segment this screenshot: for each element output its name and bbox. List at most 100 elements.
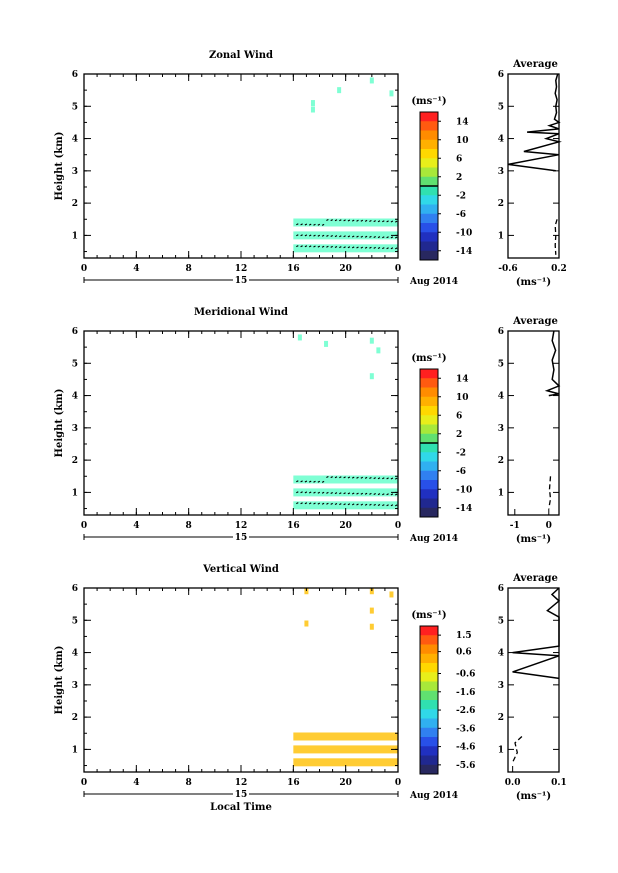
average-profile-low: [512, 736, 523, 763]
day-label-bg: [233, 275, 249, 285]
y-tick-label: 2: [72, 456, 78, 466]
data-band: [293, 218, 398, 227]
colorbar-tick-label: -10: [456, 228, 472, 238]
data-band: [293, 244, 398, 253]
colorbar-swatch: [420, 480, 438, 490]
colorbar-swatch: [420, 121, 438, 131]
colorbar-swatch: [420, 626, 438, 636]
colorbar-swatch: [420, 498, 438, 509]
data-band: [293, 231, 398, 240]
data-band: [293, 758, 398, 767]
average-y-tick-label: 3: [498, 424, 504, 434]
colorbar-tick-label: 2: [456, 430, 462, 440]
data-speck: [389, 591, 394, 598]
colorbar-swatch: [420, 250, 438, 261]
colorbar-swatch: [420, 415, 438, 425]
colorbar-swatch: [420, 746, 438, 756]
x-tick-label: 8: [186, 778, 192, 788]
colorbar-swatch: [420, 158, 438, 168]
data-band: [293, 488, 398, 497]
data-speck: [369, 607, 374, 614]
average-y-tick-label: 3: [498, 167, 504, 177]
x-tick-label: 4: [133, 521, 139, 531]
colorbar-tick-label: -2: [456, 448, 466, 458]
band-texture: [296, 245, 398, 250]
colorbar-swatch: [420, 507, 438, 518]
colorbar-swatch: [420, 223, 438, 233]
y-tick-label: 1: [72, 231, 78, 241]
colorbar-tick-label: 0.6: [456, 648, 472, 658]
colorbar-swatch: [420, 204, 438, 215]
colorbar-swatch: [420, 167, 438, 178]
x-tick-label: 0: [81, 264, 87, 274]
y-tick-label: 2: [72, 713, 78, 723]
x-tick-label: 12: [235, 778, 248, 788]
day-label: 15: [235, 276, 248, 286]
y-tick-label: 5: [72, 616, 78, 626]
colorbar-swatch: [420, 213, 438, 224]
plot-frame: [83, 587, 399, 773]
colorbar-swatch: [420, 700, 438, 710]
average-y-tick-label: 5: [498, 359, 504, 369]
colorbar-swatch: [420, 461, 438, 472]
average-profile-line: [512, 587, 561, 680]
colorbar-tick-label: -0.6: [456, 670, 475, 680]
panel-title: Zonal Wind: [209, 50, 273, 61]
y-axis-label: Height (km): [54, 646, 65, 715]
x-tick-label: 4: [133, 264, 139, 274]
average-x-tick-label: 0.0: [505, 778, 521, 788]
colorbar-swatch: [420, 433, 438, 444]
colorbar-tick-label: -6: [456, 210, 466, 220]
colorbar-swatch: [420, 396, 438, 407]
y-tick-label: 5: [72, 102, 78, 112]
colorbar-swatch: [420, 195, 438, 205]
colorbar-swatch: [420, 139, 438, 150]
data-speck: [310, 100, 315, 107]
average-title: Average: [512, 573, 558, 584]
panel-title: Meridional Wind: [194, 307, 288, 318]
day-label-bg: [233, 789, 249, 799]
panel-title: Vertical Wind: [202, 564, 279, 575]
colorbar-tick-label: -14: [456, 504, 472, 514]
colorbar-swatch: [420, 112, 438, 122]
average-profile-low: [548, 476, 552, 509]
average-profile-low: [554, 219, 558, 255]
average-y-tick-label: 2: [498, 713, 504, 723]
average-y-tick-label: 5: [498, 616, 504, 626]
colorbar-tick-label: -5.6: [456, 761, 475, 771]
data-speck: [324, 340, 329, 347]
average-x-tick-label: 0: [546, 521, 552, 531]
colorbar-swatch: [420, 663, 438, 673]
x-tick-label: 16: [287, 264, 300, 274]
y-tick-label: 4: [72, 392, 78, 402]
average-x-tick-label: -0.6: [498, 264, 517, 274]
average-y-tick-label: 4: [498, 392, 504, 402]
x-tick-label: 20: [339, 521, 352, 531]
average-x-tick-label: 0.1: [551, 778, 567, 788]
x-tick-label: 12: [235, 264, 248, 274]
colorbar-swatch: [420, 681, 438, 692]
colorbar-swatch: [420, 755, 438, 766]
colorbar-tick-label: -6: [456, 467, 466, 477]
colorbar-tick-label: -2.6: [456, 706, 475, 716]
data-speck: [297, 334, 302, 341]
x-tick-label: 0: [81, 521, 87, 531]
day-label-bg: [233, 532, 249, 542]
average-y-tick-label: 2: [498, 456, 504, 466]
average-y-tick-label: 4: [498, 135, 504, 145]
average-y-tick-label: 1: [498, 231, 504, 241]
colorbar-swatch: [420, 737, 438, 747]
colorbar-tick-label: 6: [456, 411, 462, 421]
colorbar-tick-label: 14: [456, 374, 469, 384]
colorbar-tick-label: -4.6: [456, 743, 475, 753]
day-label: 15: [235, 533, 248, 543]
colorbar-frame: [419, 625, 439, 775]
band-texture: [296, 502, 398, 507]
colorbar-tick-label: 10: [456, 393, 469, 403]
x-tick-label: 0: [395, 521, 401, 531]
data-speck: [304, 620, 309, 627]
x-tick-label: 8: [186, 264, 192, 274]
x-tick-label: 12: [235, 521, 248, 531]
